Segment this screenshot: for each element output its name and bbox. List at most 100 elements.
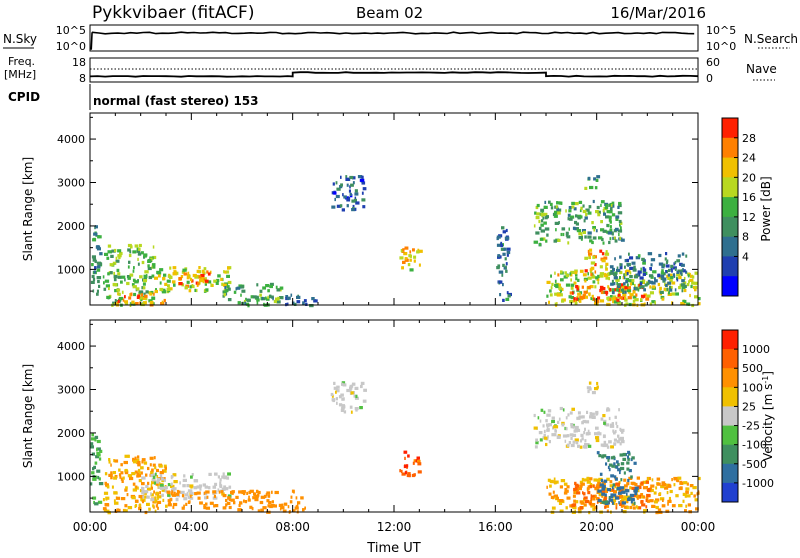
velocity-echo-cell — [633, 461, 637, 465]
velocity-echo-cell — [554, 428, 557, 433]
power-echo-cell — [671, 292, 676, 296]
velocity-echo-cell — [273, 504, 277, 508]
velocity-echo-cell — [535, 441, 539, 445]
power-echo-cell — [662, 272, 666, 276]
power-echo-cell — [349, 175, 354, 180]
power-echo-cell — [412, 248, 415, 252]
power-echo-cell — [615, 217, 619, 221]
power-echo-cell — [607, 285, 610, 289]
power-echo-cell — [545, 239, 548, 243]
velocity-echo-cell — [202, 483, 206, 487]
velocity-echo-cell — [134, 470, 138, 474]
velocity-echo-cell — [603, 479, 608, 483]
velocity-echo-cell — [606, 456, 610, 460]
power-echo-cell — [223, 270, 225, 274]
power-echo-cell — [610, 231, 614, 235]
power-echo-cell — [649, 291, 654, 295]
velocity-echo-cell — [225, 503, 228, 507]
velocity-echo-cell — [566, 443, 570, 447]
velocity-echo-cell — [143, 461, 148, 465]
velocity-echo-cell — [578, 487, 582, 491]
power-echo-cell — [575, 214, 578, 218]
velocity-echo-cell — [606, 509, 609, 513]
power-echo-cell — [290, 293, 293, 297]
power-echo-cell — [650, 258, 656, 262]
power-echo-cell — [627, 296, 632, 300]
velocity-echo-cell — [140, 466, 144, 470]
velocity-echo-cell — [408, 474, 411, 478]
power-echo-cell — [139, 296, 143, 300]
velocity-colorbar-tick-label: -25 — [742, 420, 760, 433]
velocity-echo-cell — [134, 499, 139, 503]
velocity-echo-cell — [292, 509, 296, 513]
power-echo-cell — [672, 266, 677, 270]
power-echo-cell — [587, 211, 592, 215]
velocity-echo-cell — [141, 486, 143, 490]
power-echo-cell — [344, 196, 349, 200]
power-echo-cell — [501, 273, 504, 277]
velocity-echo-cell — [655, 505, 659, 510]
velocity-echo-cell — [572, 494, 576, 498]
power-echo-cell — [630, 279, 635, 283]
power-echo-cell — [565, 231, 569, 235]
power-echo-cell — [256, 283, 259, 287]
power-echo-cell — [556, 201, 561, 205]
velocity-echo-cell — [355, 394, 358, 398]
velocity-echo-cell — [404, 471, 407, 475]
power-echo-cell — [541, 211, 544, 215]
velocity-echo-cell — [626, 482, 630, 486]
power-echo-cell — [241, 285, 245, 289]
power-echo-cell — [506, 253, 509, 257]
power-echo-cell — [148, 299, 153, 303]
velocity-echo-cell — [193, 486, 198, 490]
velocity-echo-cell — [621, 497, 626, 501]
velocity-echo-cell — [249, 505, 253, 509]
velocity-echo-cell — [603, 434, 606, 438]
velocity-echo-cell — [120, 463, 123, 467]
velocity-echo-cell — [194, 492, 198, 496]
velocity-echo-cell — [170, 475, 174, 479]
power-echo-cell — [500, 241, 503, 245]
power-echo-cell — [605, 265, 607, 269]
power-echo-cell — [568, 206, 572, 210]
velocity-echo-cell — [667, 499, 670, 504]
velocity-echo-cell — [560, 479, 566, 483]
velocity-echo-cell — [176, 489, 180, 494]
power-echo-cell — [104, 279, 110, 283]
velocity-echo-cell — [291, 489, 295, 493]
power-echo-cell — [352, 181, 355, 185]
velocity-colorbar-swatch — [722, 330, 738, 350]
power-echo-cell — [575, 277, 578, 281]
power-echo-cell — [542, 216, 545, 220]
power-echo-cell — [336, 187, 341, 191]
power-echo-cell — [600, 228, 605, 232]
power-echo-cell — [647, 252, 653, 256]
velocity-echo-cell — [588, 477, 593, 481]
power-echo-cell — [250, 295, 254, 299]
power-echo-cell — [109, 271, 113, 275]
power-echo-cell — [418, 263, 421, 267]
velocity-echo-cell — [181, 506, 185, 510]
power-echo-cell — [643, 288, 646, 292]
power-echo-cell — [172, 266, 177, 270]
velocity-echo-cell — [640, 481, 644, 485]
power-echo-cell — [506, 250, 511, 255]
power-echo-cell — [405, 257, 407, 261]
velocity-echo-cell — [162, 498, 165, 502]
power-echo-cell — [546, 233, 549, 237]
power-echo-cell — [502, 263, 505, 267]
power-echo-cell — [639, 276, 644, 280]
power-echo-cell — [665, 270, 667, 274]
velocity-echo-cell — [612, 493, 617, 497]
velocity-echo-cell — [550, 495, 555, 499]
velocity-echo-cell — [600, 479, 603, 483]
power-echo-cell — [605, 250, 608, 254]
power-echo-cell — [689, 278, 694, 282]
power-echo-cell — [670, 267, 673, 271]
power-echo-cell — [587, 272, 589, 276]
power-echo-cell — [592, 226, 596, 230]
power-echo-cell — [402, 248, 405, 252]
power-echo-cell — [259, 289, 263, 293]
velocity-echo-cell — [558, 417, 561, 421]
power-echo-cell — [555, 284, 559, 289]
